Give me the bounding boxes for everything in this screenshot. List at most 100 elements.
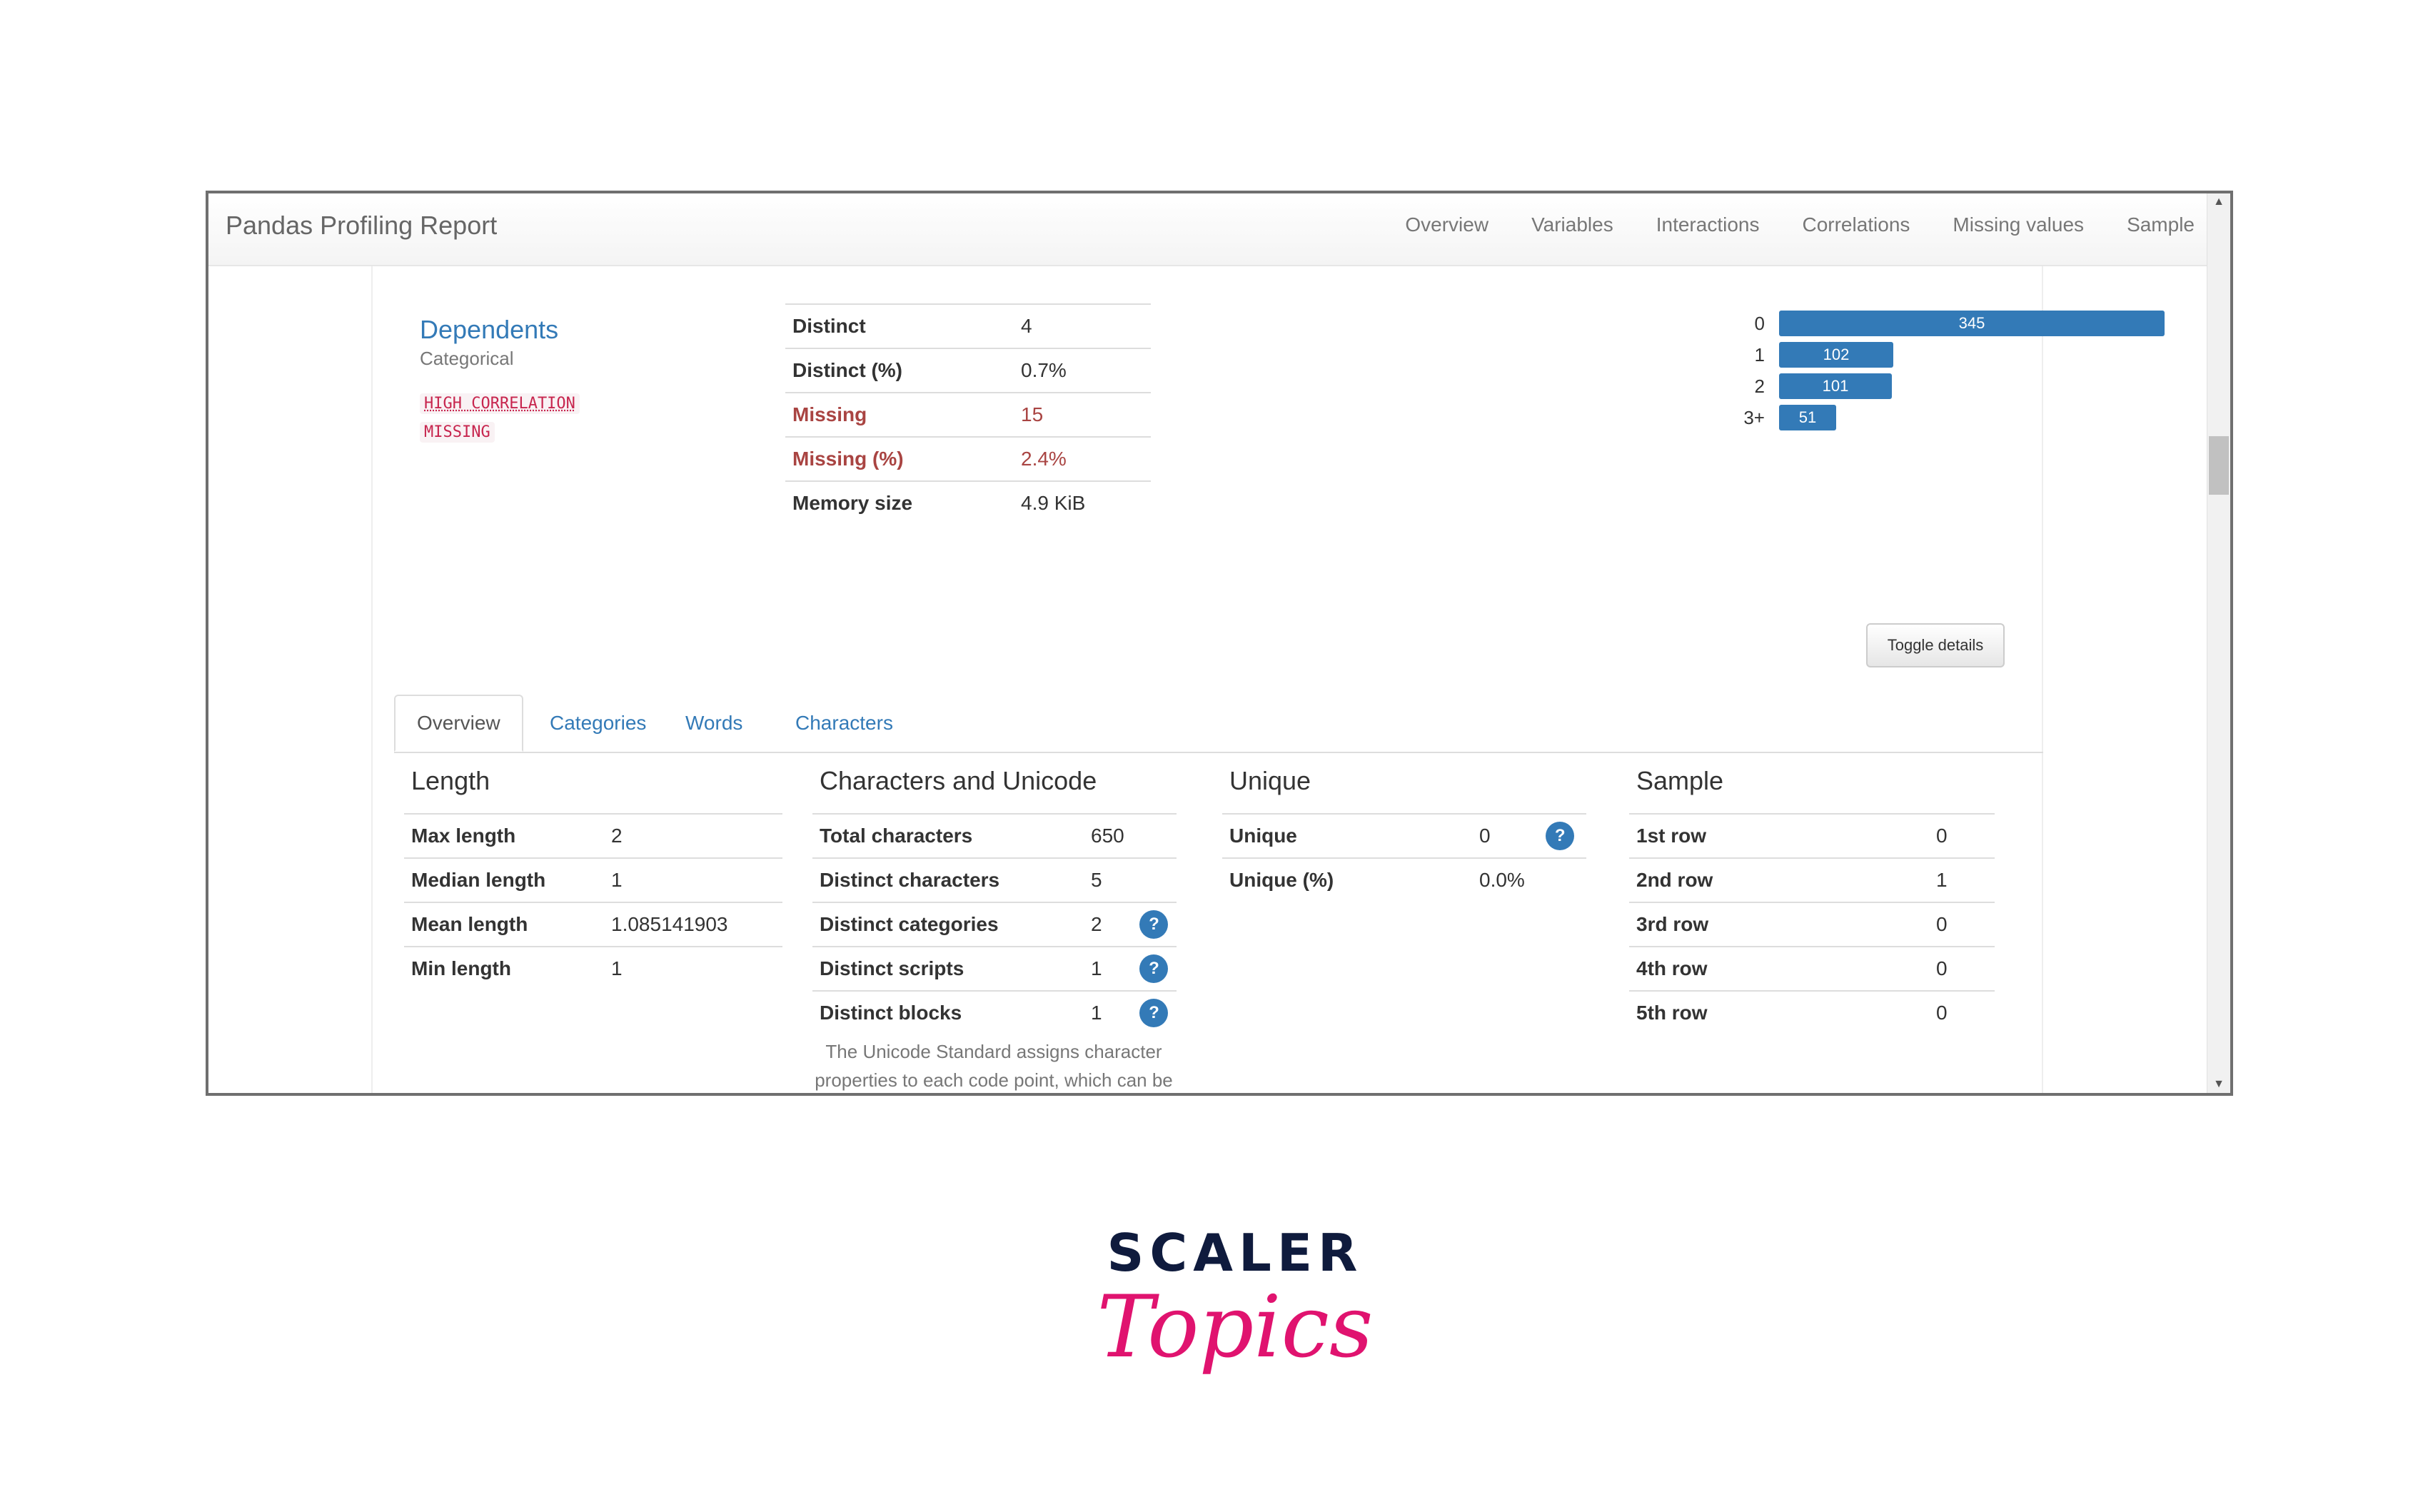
empty-cell [1132,813,1177,858]
badge-high-correlation[interactable]: HIGH CORRELATION [420,393,580,414]
table-row: Unique 0? [1222,813,1586,858]
row-label: Median length [404,857,604,902]
nav-links: Overview Variables Interactions Correlat… [1405,213,2195,236]
bar-3+[interactable]: 51 [1779,405,1836,430]
table-row: Distinct scripts 1? [812,946,1177,991]
top-navbar: Pandas Profiling Report Overview Variabl… [208,193,2212,266]
row-value: 1 [1929,857,1995,902]
tab-overview[interactable]: Overview [394,695,523,752]
table-row: Distinct blocks 1? [812,990,1177,1034]
row-value: 0 [1472,813,1539,858]
nav-variables[interactable]: Variables [1531,213,1613,236]
row-label: 3rd row [1629,902,1929,947]
variable-panel: Dependents Categorical HIGH CORRELATION … [371,266,2165,1093]
section-title-characters-unicode: Characters and Unicode [820,766,1097,795]
row-value: 0.0% [1472,857,1539,902]
vertical-scrollbar[interactable]: ▲ ▼ [2207,193,2230,1093]
nav-sample[interactable]: Sample [2127,213,2195,236]
table-row: 3rd row 0 [1629,902,1995,947]
table-row: 2nd row 1 [1629,857,1995,902]
row-value: 5 [1084,857,1133,902]
variable-type: Categorical [420,348,514,369]
badge-missing: MISSING [420,422,495,443]
scroll-thumb[interactable] [2209,436,2229,495]
stat-value: 4.9 KiB [1014,480,1151,525]
table-row: 5th row 0 [1629,990,1995,1034]
stat-label: Memory size [785,480,1014,525]
help-question-icon[interactable]: ? [1139,910,1169,939]
variable-name[interactable]: Dependents [420,315,559,344]
bar-row: 3+ 51 [1743,402,2165,433]
stat-value: 2.4% [1014,436,1151,481]
unique-table: Unique 0? Unique (%) 0.0% [1222,813,1586,902]
table-row: Unique (%) 0.0% [1222,857,1586,902]
table-row: Min length 1 [404,946,782,990]
help-question-icon[interactable]: ? [1139,999,1169,1027]
section-title-sample: Sample [1636,766,1724,795]
stat-label: Distinct [785,303,1014,348]
row-label: Unique [1222,813,1472,858]
stat-label: Missing (%) [785,436,1014,481]
row-value: 0 [1929,813,1995,858]
bar-category-label: 0 [1754,312,1765,334]
scaler-topics-logo: SCALER Topics [1097,1223,1374,1377]
row-value: 1.085141903 [604,902,782,947]
help-question-icon[interactable]: ? [1139,954,1169,983]
nav-missing-values[interactable]: Missing values [1953,213,2085,236]
scroll-down-arrow-icon[interactable]: ▼ [2213,1078,2225,1090]
stat-row-memory-size: Memory size 4.9 KiB [785,480,1151,525]
row-label: Min length [404,946,604,990]
variable-stats-table: Distinct 4 Distinct (%) 0.7% Missing 15 Mis… [785,303,1151,525]
nav-overview[interactable]: Overview [1405,213,1489,236]
empty-cell [1132,857,1177,902]
help-cell: ? [1132,902,1177,947]
tab-words[interactable]: Words [685,712,743,734]
help-question-icon[interactable]: ? [1546,822,1575,850]
row-value: 0 [1929,946,1995,991]
row-label: Max length [404,813,604,858]
row-label: Distinct characters [812,857,1084,902]
row-value: 0 [1929,990,1995,1034]
table-row: 4th row 0 [1629,946,1995,991]
tab-characters[interactable]: Characters [795,712,893,734]
row-value: 1 [604,946,782,990]
bar-0[interactable]: 345 [1779,311,2165,336]
report-title[interactable]: Pandas Profiling Report [226,211,498,240]
stat-row-distinct: Distinct 4 [785,303,1151,348]
row-label: Distinct scripts [812,946,1084,991]
row-value: 1 [1084,990,1133,1034]
nav-correlations[interactable]: Correlations [1802,213,1910,236]
tab-categories[interactable]: Categories [550,712,647,734]
bar-row: 2 101 [1755,371,2165,402]
table-row: Total characters 650 [812,813,1177,858]
table-row: Distinct characters 5 [812,857,1177,902]
row-label: 4th row [1629,946,1929,991]
help-cell: ? [1538,813,1586,858]
row-label: Distinct blocks [812,990,1084,1034]
bar-row: 0 345 [1755,308,2165,339]
stat-row-missing-pct: Missing (%) 2.4% [785,436,1151,481]
detail-tabs: Overview Categories Words Characters [394,695,2043,753]
empty-cell [1538,857,1586,902]
scroll-up-arrow-icon[interactable]: ▲ [2213,196,2225,208]
row-value: 1 [1084,946,1133,991]
bar-2[interactable]: 101 [1779,373,1892,399]
stat-label: Distinct (%) [785,348,1014,393]
bar-1[interactable]: 102 [1779,342,1893,368]
bar-row: 1 102 [1755,339,2165,371]
stat-label: Missing [785,392,1014,437]
row-label: 2nd row [1629,857,1929,902]
stat-row-missing: Missing 15 [785,392,1151,437]
toggle-details-button[interactable]: Toggle details [1866,623,2005,667]
stat-row-distinct-pct: Distinct (%) 0.7% [785,348,1151,393]
logo-wordmark-scaler: SCALER [1107,1223,1364,1283]
stat-value: 0.7% [1014,348,1151,393]
nav-interactions[interactable]: Interactions [1656,213,1760,236]
table-row: Mean length 1.085141903 [404,902,782,947]
browser-frame: Pandas Profiling Report Overview Variabl… [206,191,2233,1096]
sample-table: 1st row 0 2nd row 1 3rd row 0 4th row 0 5th … [1629,813,1995,1034]
logo-wordmark-topics: Topics [1097,1278,1374,1377]
row-label: 5th row [1629,990,1929,1034]
bar-category-label: 2 [1754,375,1765,397]
row-label: Distinct categories [812,902,1084,947]
